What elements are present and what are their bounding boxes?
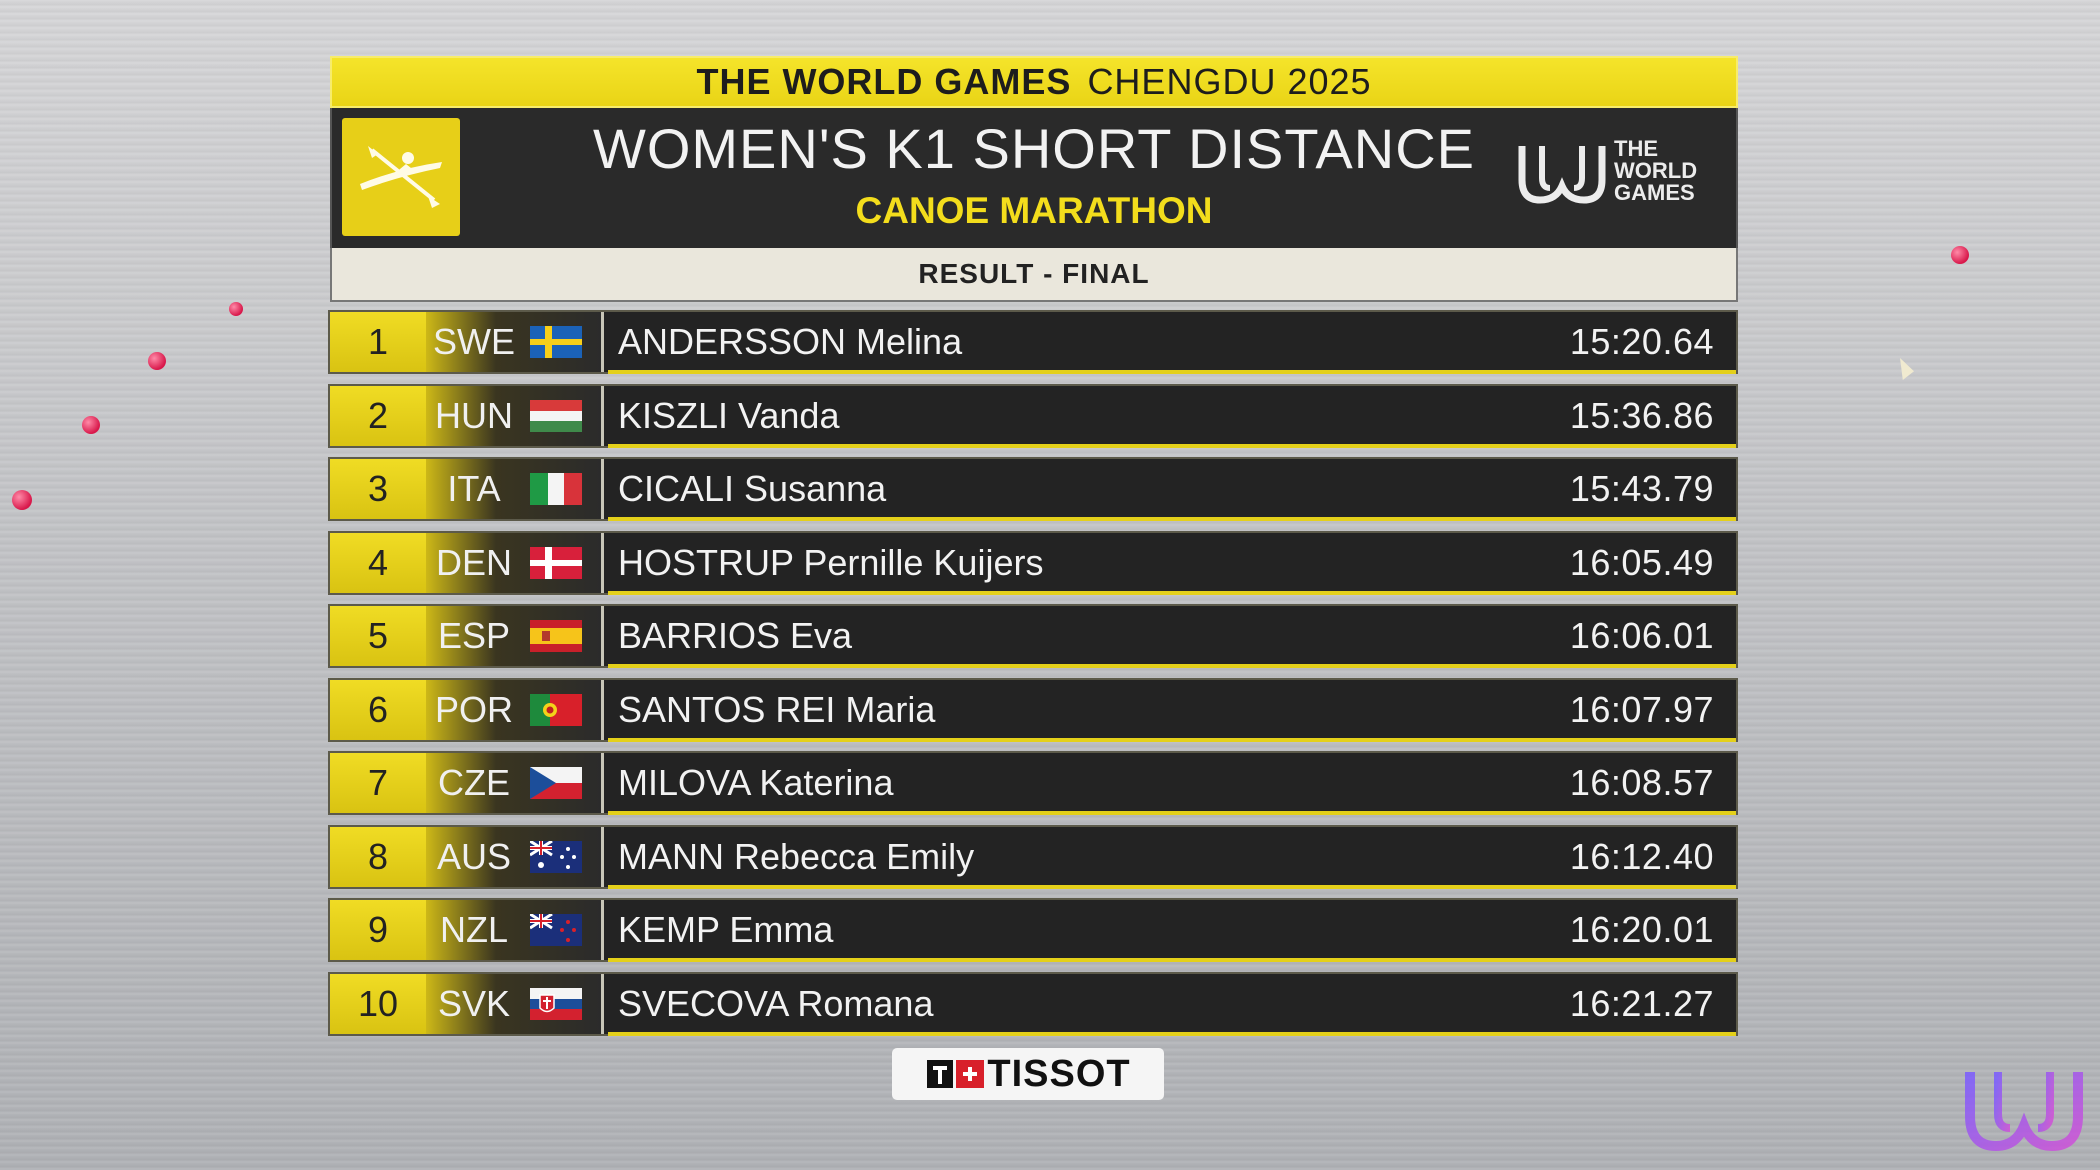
athlete-name: BARRIOS Eva [618,615,853,656]
sponsor-logo: TISSOT [892,1048,1164,1100]
rank: 8 [330,826,426,887]
sweden-flag-icon [530,326,582,358]
finish-time: 16:08.57 [1569,762,1714,803]
finish-time: 15:43.79 [1569,468,1714,509]
buoy [148,352,166,370]
scoreboard: THE WORLD GAMES CHENGDU 2025 WOMEN'S K1 … [330,56,1738,302]
athlete-name: ANDERSSON Melina [618,321,963,362]
denmark-flag-icon [530,546,582,579]
nation: ESP [426,606,604,666]
australia-flag-icon [530,840,582,873]
noc-code: CZE [438,762,510,803]
athlete-name: KISZLI Vanda [618,394,840,436]
rank: 10 [330,973,426,1034]
slovakia-flag-icon [530,987,582,1020]
noc-code: SWE [432,321,515,362]
athlete-name: MANN Rebecca Emily [618,835,975,877]
noc-code: NZL [439,909,508,950]
rank: 7 [330,753,426,813]
games-title-bar: THE WORLD GAMES CHENGDU 2025 [330,56,1738,108]
rank: 2 [330,385,426,446]
canoe-paddler-icon [342,118,460,236]
spain-flag-icon [530,620,582,652]
noc-code: DEN [435,541,512,583]
result-row: 3 ITA CICALI Susanna 15:43.79 [328,457,1738,521]
nation: HUN [426,385,604,446]
nation: AUS [426,826,604,887]
finish-time: 15:36.86 [1569,394,1714,436]
marker-flag [1900,358,1914,380]
noc-code: HUN [435,394,513,436]
finish-time: 16:21.27 [1569,982,1714,1024]
noc-code: ESP [437,615,511,656]
hungary-flag-icon [530,399,582,432]
games-name: THE WORLD GAMES [696,61,1072,102]
finish-time: 16:20.01 [1569,909,1714,950]
event-title: WOMEN'S K1 SHORT DISTANCE [592,117,1476,180]
buoy [12,490,32,510]
logo-text-line: WORLD [1614,158,1698,183]
results-list: 1 SWE ANDERSSON Melina 15:20.64 2 HUN KI… [328,310,1738,1045]
buoy [229,302,243,316]
athlete-name: SVECOVA Romana [618,982,934,1024]
result-status: RESULT - FINAL [330,248,1738,302]
finish-time: 16:06.01 [1569,615,1714,656]
result-row: 10 SVK SVECOVA Romana 16:21.27 [328,971,1738,1036]
finish-time: 16:05.49 [1569,541,1714,583]
noc-code: AUS [436,835,512,877]
buoy [82,416,100,434]
result-row: 2 HUN KISZLI Vanda 15:36.86 [328,383,1738,448]
finish-time: 15:20.64 [1569,321,1714,362]
sponsor-name: TISSOT [987,1052,1131,1095]
event-discipline: CANOE MARATHON [855,190,1213,231]
rank: 9 [330,900,426,960]
buoy [1951,246,1969,264]
noc-code: SVK [437,982,511,1024]
result-row: 7 CZE MILOVA Katerina 16:08.57 [328,751,1738,815]
italy-flag-icon [530,473,582,505]
rank: 1 [330,312,426,372]
nation: NZL [426,900,604,960]
result-row: 4 DEN HOSTRUP Pernille Kuijers 16:05.49 [328,530,1738,595]
result-row: 5 ESP BARRIOS Eva 16:06.01 [328,604,1738,668]
nation: SVK [426,973,604,1034]
result-row: 6 POR SANTOS REI Maria 16:07.97 [328,677,1738,742]
czechia-flag-icon [530,767,582,799]
athlete-name: KEMP Emma [618,909,834,950]
athlete-name: HOSTRUP Pernille Kuijers [618,541,1044,583]
world-games-mark-icon [1518,146,1606,204]
logo-text-line: GAMES [1614,180,1695,205]
result-row: 1 SWE ANDERSSON Melina 15:20.64 [328,310,1738,374]
broadcaster-watermark-icon [1960,1060,2090,1160]
finish-time: 16:12.40 [1569,835,1714,877]
games-city-year: CHENGDU 2025 [1087,61,1372,102]
logo-text-line: THE [1614,136,1658,161]
nation: CZE [426,753,604,813]
rank: 4 [330,532,426,593]
athlete-name: CICALI Susanna [618,468,887,509]
noc-code: ITA [447,468,501,509]
noc-code: POR [434,688,513,730]
finish-time: 16:07.97 [1569,688,1714,730]
nation: ITA [426,459,604,519]
nation: DEN [426,532,604,593]
portugal-flag-icon [530,693,582,726]
rank: 3 [330,459,426,519]
athlete-name: SANTOS REI Maria [618,688,936,730]
result-row: 8 AUS MANN Rebecca Emily 16:12.40 [328,824,1738,889]
nation: POR [426,679,604,740]
athlete-name: MILOVA Katerina [618,762,894,803]
rank: 5 [330,606,426,666]
tissot-mark-icon [925,1057,987,1091]
world-games-logo: THE WORLD GAMES [1516,138,1716,218]
new-zealand-flag-icon [530,914,582,946]
event-header: WOMEN'S K1 SHORT DISTANCE CANOE MARATHON… [330,108,1738,248]
rank: 6 [330,679,426,740]
result-row: 9 NZL KEMP Emma 16:20.01 [328,898,1738,962]
nation: SWE [426,312,604,372]
